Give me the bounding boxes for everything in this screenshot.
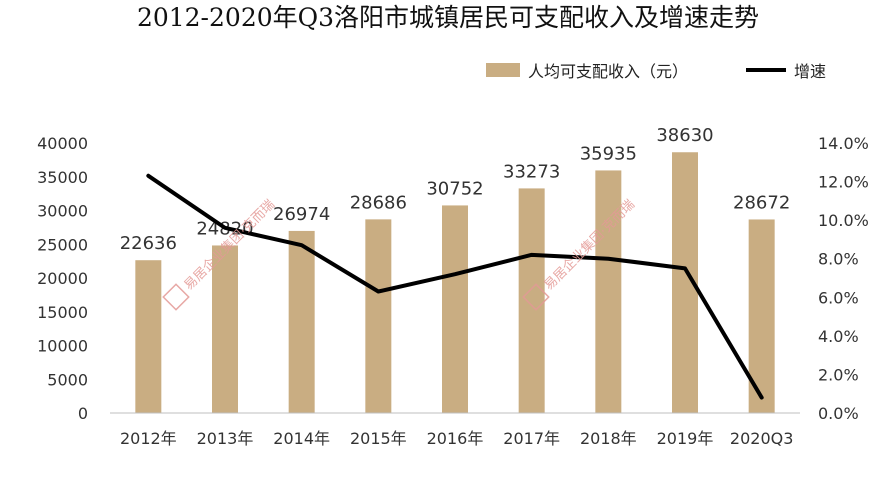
y2-tick-label: 6.0% (818, 288, 859, 307)
bar-value-label: 26974 (273, 204, 330, 225)
growth-line (146, 173, 764, 400)
y-tick-label: 20000 (37, 269, 88, 288)
x-tick-label: 2017年 (503, 429, 560, 448)
y-tick-label: 15000 (37, 303, 88, 322)
x-tick-label: 2014年 (273, 429, 330, 448)
y2-tick-label: 0.0% (818, 404, 859, 423)
y-tick-label: 25000 (37, 235, 88, 254)
x-tick-label: 2018年 (580, 429, 637, 448)
bar-value-label: 28686 (350, 192, 407, 213)
y-tick-label: 5000 (47, 370, 88, 389)
legend: 人均可支配收入（元） 增速 (486, 62, 826, 81)
y2-tick-label: 8.0% (818, 250, 859, 269)
y2-tick-label: 10.0% (818, 211, 869, 230)
x-axis-labels: 2012年 2013年 2014年 2015年 2016年 2017年 2018年 2019年… (120, 429, 793, 448)
bar-value-label: 28672 (733, 192, 790, 213)
y-tick-label: 30000 (37, 202, 88, 221)
bar-value-label: 35935 (580, 143, 637, 164)
bar-labels: 2263624820269742868630752332733593538630… (120, 125, 791, 254)
y-tick-label: 35000 (37, 168, 88, 187)
watermark-logo-icon (162, 283, 190, 311)
bar (442, 205, 468, 413)
bar-value-label: 38630 (656, 125, 713, 146)
x-tick-label: 2020Q3 (730, 429, 794, 448)
y2-tick-label: 14.0% (818, 134, 869, 153)
legend-label-bar: 人均可支配收入（元） (528, 62, 688, 81)
x-tick-label: 2015年 (350, 429, 407, 448)
bar (135, 260, 162, 413)
legend-swatch-bar (486, 63, 520, 77)
watermark-logo-icon (522, 283, 550, 311)
bar-value-label: 30752 (426, 178, 483, 199)
y-tick-label: 0 (78, 404, 88, 423)
bar-value-label: 33273 (503, 161, 560, 182)
bar (595, 170, 622, 413)
y-tick-label: 40000 (37, 134, 88, 153)
bar (288, 230, 315, 413)
bar (212, 245, 238, 413)
y2-tick-label: 2.0% (818, 365, 859, 384)
x-tick-label: 2012年 (120, 429, 177, 448)
y2-tick-label: 12.0% (818, 173, 869, 192)
legend-label-line: 增速 (794, 62, 826, 81)
right-axis: 0.0% 2.0% 4.0% 6.0% 8.0% 10.0% 12.0% 14.0% (818, 134, 869, 423)
chart-title: 2012-2020年Q3洛阳市城镇居民可支配收入及增速走势 (137, 3, 759, 32)
y-tick-label: 10000 (37, 337, 88, 356)
bar-value-label: 22636 (120, 233, 177, 254)
bar (365, 219, 392, 413)
bar (518, 188, 545, 413)
x-tick-label: 2019年 (657, 429, 714, 448)
left-axis: 0 5000 10000 15000 20000 25000 30000 35000 40000 (37, 134, 88, 423)
x-tick-label: 2013年 (197, 429, 254, 448)
x-tick-label: 2016年 (427, 429, 484, 448)
watermark-text: 易居企业集团·克而瑞 (541, 196, 638, 293)
y2-tick-label: 4.0% (818, 327, 859, 346)
